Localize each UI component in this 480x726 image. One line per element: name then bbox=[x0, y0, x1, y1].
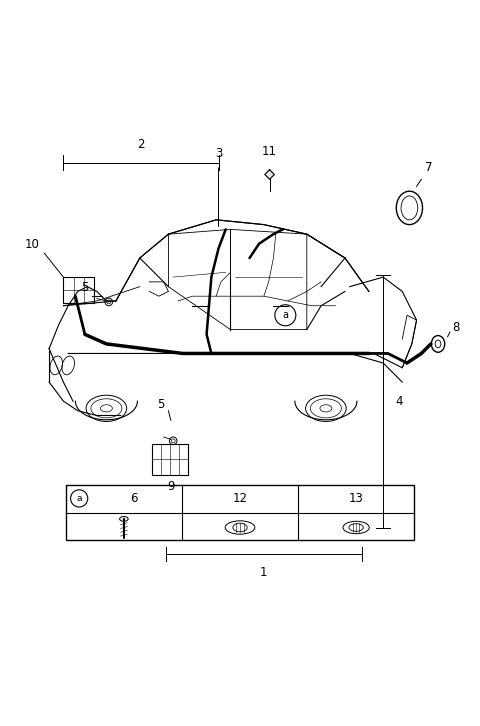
Text: 5: 5 bbox=[157, 398, 165, 411]
Bar bbox=[63, 277, 95, 303]
Text: 4: 4 bbox=[395, 395, 403, 408]
Text: 6: 6 bbox=[130, 492, 137, 505]
Text: 2: 2 bbox=[137, 138, 145, 150]
Bar bbox=[152, 444, 188, 475]
Polygon shape bbox=[265, 170, 275, 179]
Text: 13: 13 bbox=[348, 492, 363, 505]
Text: 9: 9 bbox=[167, 480, 175, 493]
Ellipse shape bbox=[120, 516, 128, 521]
Text: 12: 12 bbox=[232, 492, 248, 505]
Text: 7: 7 bbox=[425, 161, 432, 174]
Text: 8: 8 bbox=[452, 321, 460, 334]
Text: a: a bbox=[282, 310, 288, 320]
Text: a: a bbox=[76, 494, 82, 503]
Text: 3: 3 bbox=[215, 147, 222, 160]
Text: 11: 11 bbox=[262, 144, 277, 158]
Text: 10: 10 bbox=[25, 238, 40, 251]
Text: 5: 5 bbox=[81, 281, 89, 294]
Bar bbox=[66, 485, 414, 539]
Text: 1: 1 bbox=[260, 566, 268, 579]
